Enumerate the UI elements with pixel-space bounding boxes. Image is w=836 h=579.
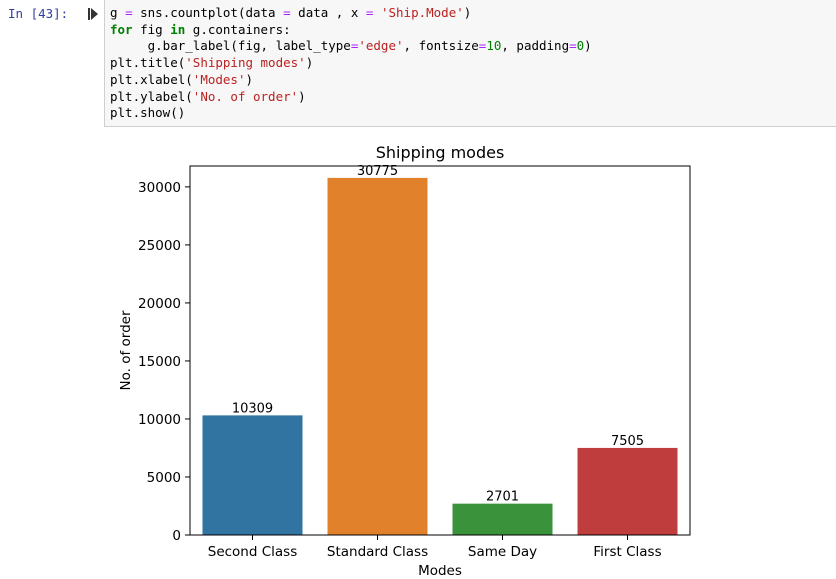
bar-chart: Shipping modes 10309 Second Class 30775 Stan… <box>118 143 691 579</box>
x-tick-label: Second Class <box>208 544 298 560</box>
code-cell[interactable] <box>104 0 836 127</box>
bar-label: 10309 <box>232 401 273 416</box>
code-line: plt.title('Shipping modes') <box>110 55 314 71</box>
bar <box>577 447 678 535</box>
bar-label: 7505 <box>611 434 644 449</box>
run-cell-icon[interactable] <box>88 8 98 20</box>
y-tick-label: 5000 <box>147 470 181 486</box>
y-tick-label: 25000 <box>138 238 181 254</box>
code-line: plt.show() <box>110 105 186 121</box>
code-line: plt.ylabel('No. of order') <box>110 88 306 104</box>
y-tick-label: 15000 <box>138 354 181 370</box>
x-tick-label: Standard Class <box>327 544 428 560</box>
bar <box>327 177 428 535</box>
bar-label: 2701 <box>486 490 519 505</box>
y-tick-label: 20000 <box>138 296 181 312</box>
code-line: g.bar_label(fig, label_type='edge', font… <box>110 38 592 54</box>
x-axis-label: Modes <box>418 563 462 579</box>
code-line: plt.xlabel('Modes') <box>110 71 254 87</box>
code-line: g = sns.countplot(data = data , x = 'Shi… <box>110 5 472 20</box>
bar-label: 30775 <box>357 164 398 179</box>
y-tick-label: 30000 <box>138 180 181 196</box>
bar <box>202 415 303 535</box>
y-tick-label: 10000 <box>138 412 181 428</box>
x-tick-label: Same Day <box>468 544 537 560</box>
x-tick-label: First Class <box>593 544 661 560</box>
code-editor[interactable]: g = sns.countplot(data = data , x = 'Shi… <box>110 5 592 122</box>
chart-title: Shipping modes <box>376 143 505 162</box>
cell-prompt: In [43]: <box>8 6 69 21</box>
code-line: for fig in g.containers: <box>110 21 291 37</box>
bar <box>452 503 553 535</box>
y-axis-label: No. of order <box>118 310 134 390</box>
y-tick-label: 0 <box>172 528 181 544</box>
plot-frame <box>189 165 691 536</box>
